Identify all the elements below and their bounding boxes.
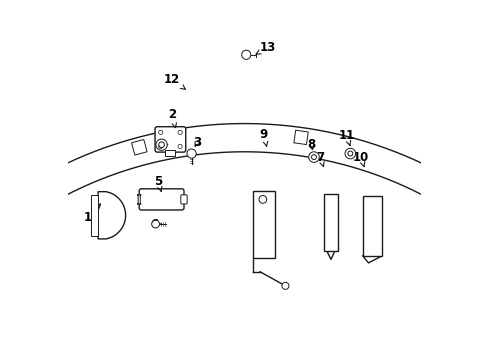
Bar <box>91 195 98 236</box>
Polygon shape <box>131 140 147 155</box>
Text: 4: 4 <box>155 138 167 151</box>
Polygon shape <box>98 192 125 239</box>
Bar <box>252 190 274 258</box>
Text: 7: 7 <box>316 150 324 167</box>
Polygon shape <box>0 211 3 229</box>
Text: 13: 13 <box>256 41 275 54</box>
Circle shape <box>158 144 163 149</box>
Bar <box>362 196 381 256</box>
Bar <box>323 194 337 251</box>
Text: 9: 9 <box>259 128 267 147</box>
Text: 5: 5 <box>154 175 162 192</box>
FancyBboxPatch shape <box>139 189 183 210</box>
Text: 11: 11 <box>338 129 354 145</box>
Polygon shape <box>293 130 307 145</box>
Circle shape <box>158 130 163 135</box>
FancyBboxPatch shape <box>155 127 185 152</box>
Text: 1: 1 <box>83 204 101 224</box>
Bar <box>165 150 175 156</box>
Circle shape <box>241 50 250 59</box>
Text: 6: 6 <box>150 217 161 231</box>
Text: 2: 2 <box>168 108 176 128</box>
FancyBboxPatch shape <box>137 195 141 204</box>
Circle shape <box>345 148 355 159</box>
Circle shape <box>311 154 316 159</box>
Circle shape <box>308 152 319 162</box>
FancyBboxPatch shape <box>181 195 187 204</box>
Circle shape <box>259 195 266 203</box>
Polygon shape <box>438 179 455 197</box>
Circle shape <box>281 282 288 289</box>
Circle shape <box>347 151 352 156</box>
Text: 10: 10 <box>352 150 368 167</box>
Circle shape <box>186 149 196 158</box>
Circle shape <box>159 142 164 148</box>
Circle shape <box>178 144 182 149</box>
Text: 12: 12 <box>163 73 185 90</box>
Circle shape <box>178 130 182 135</box>
Text: 8: 8 <box>307 138 315 151</box>
Circle shape <box>151 220 159 228</box>
Circle shape <box>156 139 167 150</box>
Text: 3: 3 <box>192 136 201 149</box>
